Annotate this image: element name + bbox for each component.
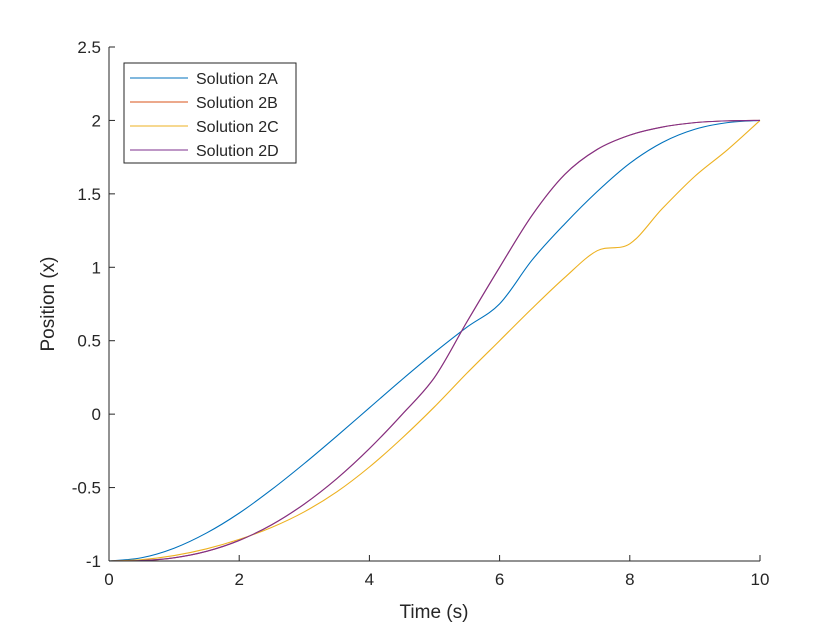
axes	[108, 47, 760, 562]
y-tick-label: 1.5	[77, 185, 101, 204]
series-line-1	[108, 119, 761, 562]
x-tick-label: 8	[625, 570, 634, 589]
series-layer	[108, 119, 761, 562]
y-tick-label: 0.5	[77, 332, 101, 351]
y-tick-label: 0	[92, 405, 101, 424]
series-line-3	[108, 120, 761, 562]
y-tick-label: 1	[92, 258, 101, 277]
x-tick-label: 10	[751, 570, 770, 589]
y-axis-title: Position (x)	[38, 256, 59, 351]
x-tick-label: 6	[495, 570, 504, 589]
tick-labels: 0 2 4 6 8 10 -1 -0.5 0 0.5 1 1.5 2 2.5	[72, 38, 770, 589]
y-tick-label: -0.5	[72, 479, 101, 498]
legend: Solution 2A Solution 2B Solution 2C Solutio…	[123, 62, 297, 164]
y-tick-label: 2.5	[77, 38, 101, 57]
y-tick-label: 2	[92, 111, 101, 130]
x-tick-label: 2	[234, 570, 243, 589]
legend-items: Solution 2A Solution 2B Solution 2C Solutio…	[130, 71, 279, 160]
x-axis-title: Time (s)	[400, 602, 469, 623]
legend-label: Solution 2C	[196, 119, 279, 136]
series-line-4	[108, 119, 761, 562]
legend-label: Solution 2D	[196, 143, 279, 160]
tick-marks	[108, 46, 761, 562]
x-tick-label: 4	[365, 570, 374, 589]
legend-label: Solution 2B	[196, 95, 278, 112]
series-line-2	[108, 119, 761, 562]
y-tick-label: -1	[86, 552, 101, 571]
legend-box	[123, 62, 297, 164]
legend-label: Solution 2A	[196, 71, 278, 88]
x-tick-label: 0	[104, 570, 113, 589]
